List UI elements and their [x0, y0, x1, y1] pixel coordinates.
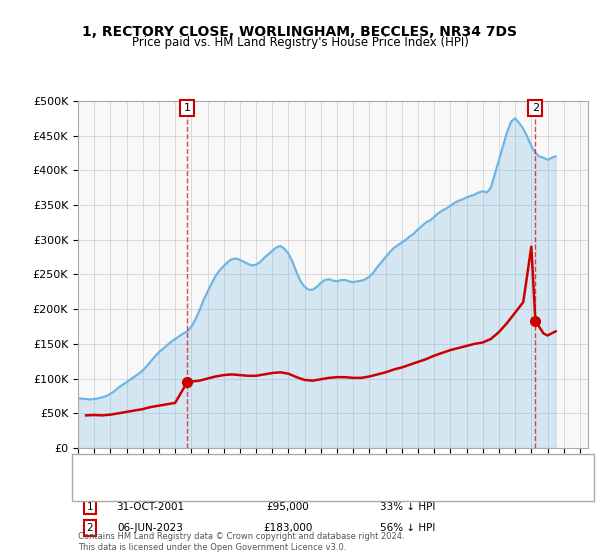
Text: 1: 1	[86, 502, 94, 512]
Text: 33% ↓ HPI: 33% ↓ HPI	[380, 502, 436, 512]
Text: £183,000: £183,000	[263, 523, 313, 533]
Text: 1, RECTORY CLOSE, WORLINGHAM, BECCLES, NR34 7DS (detached house): 1, RECTORY CLOSE, WORLINGHAM, BECCLES, N…	[123, 472, 487, 482]
Text: Contains HM Land Registry data © Crown copyright and database right 2024.
This d: Contains HM Land Registry data © Crown c…	[78, 532, 404, 552]
Text: 2: 2	[86, 523, 94, 533]
Text: 31-OCT-2001: 31-OCT-2001	[116, 502, 184, 512]
Text: 56% ↓ HPI: 56% ↓ HPI	[380, 523, 436, 533]
Text: HPI: Average price, detached house, East Suffolk: HPI: Average price, detached house, East…	[123, 482, 361, 492]
Text: 2: 2	[532, 103, 539, 113]
Text: Price paid vs. HM Land Registry's House Price Index (HPI): Price paid vs. HM Land Registry's House …	[131, 36, 469, 49]
Text: 1: 1	[184, 103, 191, 113]
Text: 06-JUN-2023: 06-JUN-2023	[117, 523, 183, 533]
Text: 1, RECTORY CLOSE, WORLINGHAM, BECCLES, NR34 7DS: 1, RECTORY CLOSE, WORLINGHAM, BECCLES, N…	[83, 25, 517, 39]
Text: £95,000: £95,000	[266, 502, 310, 512]
